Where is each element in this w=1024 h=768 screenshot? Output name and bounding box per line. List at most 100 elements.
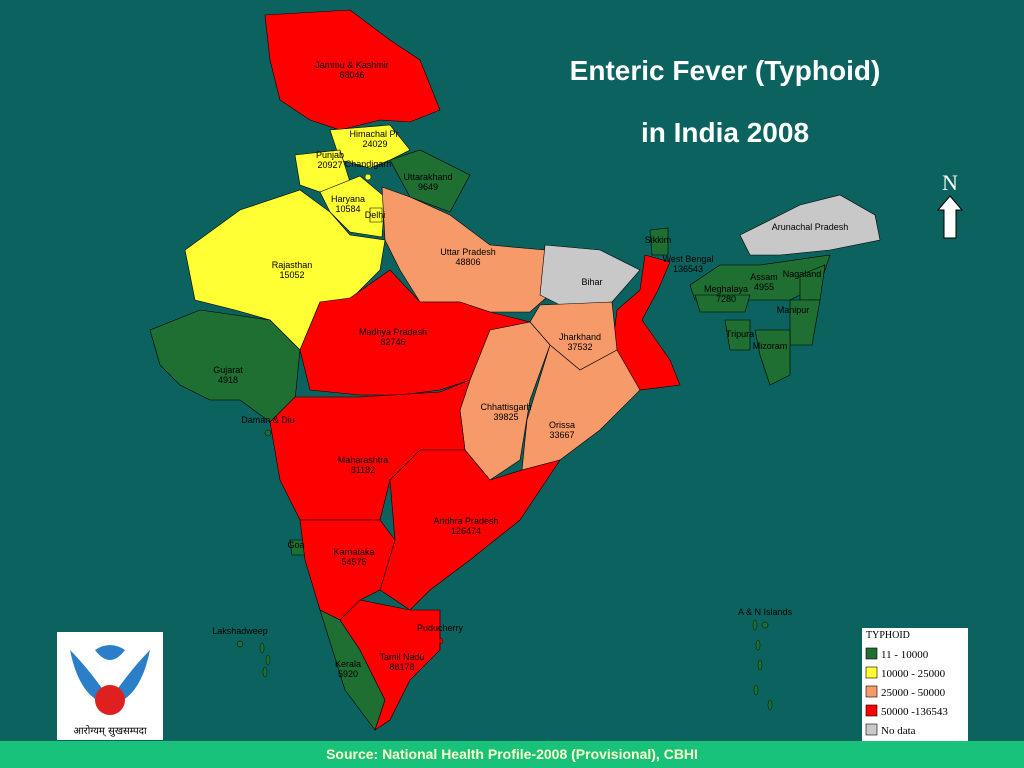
state-name: Chhattisgarh (480, 402, 531, 412)
state-name: Manipur (777, 305, 810, 315)
state-name: Madhya Pradesh (359, 327, 427, 337)
state-name: Uttar Pradesh (440, 247, 496, 257)
title: Enteric Fever (Typhoid) (570, 55, 881, 86)
state-name: Punjab (316, 150, 344, 160)
legend-label: No data (881, 725, 916, 737)
state-name: Mizoram (753, 341, 788, 351)
state (339, 599, 441, 731)
logo-text: आरोग्यम् सुखसम्पदा (73, 725, 147, 737)
state-name: Tamil Nadu (379, 652, 424, 662)
state (381, 186, 556, 313)
state-name: Puducherry (417, 623, 464, 633)
state-value: 136543 (673, 264, 703, 274)
legend-swatch (865, 685, 878, 698)
state-name: Orissa (549, 420, 575, 430)
state-name: Rajasthan (272, 260, 313, 270)
north-label: N (942, 170, 958, 195)
island (259, 642, 265, 654)
state-name: West Bengal (663, 254, 714, 264)
state-value: 126474 (451, 526, 481, 536)
state (724, 319, 751, 351)
state-value: 81182 (351, 465, 375, 475)
state (184, 189, 386, 351)
state-dot (364, 173, 372, 181)
state-name: Uttarakhand (403, 172, 452, 182)
legend-box (862, 628, 968, 741)
state-dot (264, 429, 272, 437)
state-name: Andhra Pradesh (433, 516, 498, 526)
state-value: 10584 (335, 204, 360, 214)
state-value: 88178 (389, 662, 414, 672)
state-value: 15052 (279, 270, 304, 280)
island (752, 619, 758, 631)
state-value: 68046 (339, 70, 364, 80)
legend-title: TYPHOID (866, 630, 910, 641)
state (739, 194, 881, 256)
legend-swatch (865, 666, 878, 679)
state-name: Delhi (365, 210, 386, 220)
source: Source: National Health Profile-2008 (Pr… (326, 746, 698, 762)
legend-label: 25000 - 50000 (881, 687, 946, 699)
state (389, 149, 471, 213)
island (757, 659, 763, 671)
state (611, 254, 681, 391)
states (149, 9, 881, 731)
state-name: Nagaland (783, 269, 822, 279)
logo-petal (95, 645, 125, 660)
state-dot (236, 640, 244, 648)
state (649, 227, 669, 256)
state-value: 54575 (341, 557, 366, 567)
state-value: 4955 (754, 282, 774, 292)
state-name: A & N Islands (738, 607, 793, 617)
state-name: Arunachal Pradesh (772, 222, 849, 232)
state-name: Gujarat (213, 365, 243, 375)
state-name: Goa (287, 540, 304, 550)
state-name: Sikkim (645, 235, 672, 245)
island (265, 654, 271, 666)
state (694, 294, 751, 313)
island (753, 684, 759, 696)
state-value: 7280 (716, 294, 736, 304)
state-value: 9649 (418, 182, 438, 192)
logo-petal (70, 650, 150, 705)
state-value: 20927 (317, 160, 342, 170)
state-name: Assam (750, 272, 778, 282)
state (754, 329, 791, 386)
legend-label: 50000 -136543 (881, 706, 948, 718)
state-name: Meghalaya (704, 284, 748, 294)
state-name: Maharashtra (338, 455, 389, 465)
legend-swatch (865, 704, 878, 717)
source-bar (0, 741, 1024, 768)
subtitle: in India 2008 (641, 117, 809, 148)
legend-swatch (865, 723, 878, 736)
state-name: Karnataka (333, 547, 374, 557)
island (262, 666, 268, 678)
state-value: 37532 (567, 342, 592, 352)
state (299, 519, 396, 621)
state-name: Jharkhand (559, 332, 601, 342)
state-name: Haryana (331, 194, 365, 204)
state-value: 48806 (455, 257, 480, 267)
state-value: 39825 (493, 412, 518, 422)
state-name: Chandigarh (345, 159, 392, 169)
state-dot (761, 621, 769, 629)
north-arrow (936, 195, 964, 239)
state (521, 344, 641, 471)
state-name: Tripura (726, 329, 754, 339)
logo-sun (95, 685, 125, 715)
state-value: 5920 (338, 669, 358, 679)
state-value: 4918 (218, 375, 238, 385)
state-name: Himachal Pr. (349, 129, 400, 139)
legend-label: 10000 - 25000 (881, 668, 946, 680)
state-name: Daman & Diu (241, 415, 295, 425)
legend-swatch (865, 647, 878, 660)
legend: TYPHOID 11 - 10000 10000 - 25000 25000 - 5… (862, 628, 968, 741)
state-name: Bihar (581, 277, 602, 287)
legend-label: 11 - 10000 (881, 649, 929, 661)
state-value: 24029 (362, 139, 387, 149)
state-value: 82746 (380, 337, 405, 347)
state (264, 9, 441, 131)
logo: आरोग्यम् सुखसम्पदा (57, 632, 163, 740)
state-value: 33667 (549, 430, 574, 440)
